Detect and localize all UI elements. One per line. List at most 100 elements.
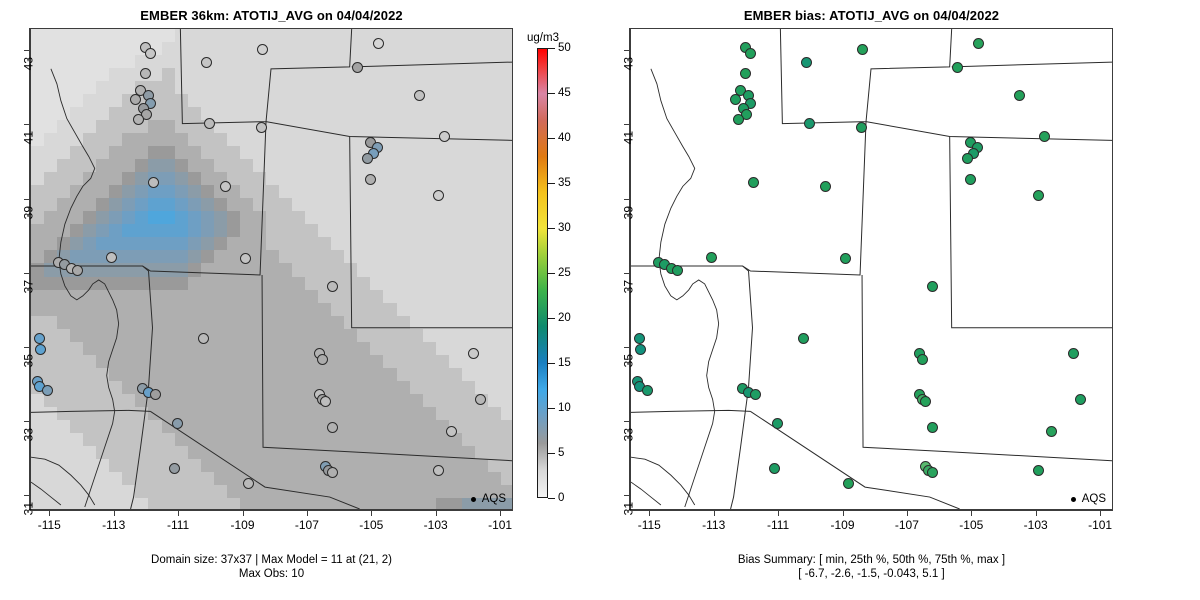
raster-cell bbox=[161, 406, 176, 421]
raster-cell bbox=[70, 328, 84, 343]
raster-cell bbox=[70, 367, 84, 382]
raster-cell bbox=[383, 250, 398, 265]
raster-cell bbox=[57, 315, 71, 330]
raster-cell bbox=[161, 276, 176, 291]
raster-cell bbox=[448, 94, 463, 108]
raster-cell bbox=[187, 159, 202, 173]
aqs-site-marker bbox=[239, 253, 251, 265]
raster-cell bbox=[265, 380, 280, 395]
y-tick bbox=[624, 346, 630, 348]
raster-cell bbox=[31, 146, 45, 160]
raster-cell bbox=[292, 224, 306, 239]
raster-cell bbox=[279, 107, 293, 121]
raster-cell bbox=[435, 289, 450, 304]
raster-cell bbox=[357, 237, 371, 252]
raster-cell bbox=[83, 289, 97, 304]
raster-cell bbox=[239, 315, 254, 330]
raster-cell bbox=[344, 81, 358, 95]
raster-cell bbox=[265, 68, 280, 82]
raster-cell bbox=[461, 289, 476, 304]
raster-cell bbox=[31, 29, 45, 43]
raster-cell bbox=[305, 211, 319, 225]
map-plot-model[interactable]: AQS bbox=[30, 28, 513, 510]
raster-cell bbox=[96, 341, 110, 356]
raster-cell bbox=[292, 419, 306, 434]
raster-cell bbox=[57, 419, 71, 434]
raster-cell bbox=[448, 29, 463, 43]
raster-cell bbox=[96, 263, 110, 278]
raster-cell bbox=[122, 367, 137, 382]
raster-cell bbox=[239, 393, 254, 408]
raster-cell bbox=[265, 367, 280, 382]
raster-cell bbox=[187, 380, 202, 395]
raster-cell bbox=[461, 250, 476, 265]
raster-cell bbox=[109, 211, 123, 225]
raster-cell bbox=[383, 315, 398, 330]
colorbar-tick bbox=[548, 183, 555, 184]
raster-cell bbox=[44, 393, 58, 408]
raster-cell bbox=[383, 354, 398, 369]
raster-cell bbox=[370, 289, 385, 304]
raster-cell bbox=[70, 406, 84, 421]
raster-cell bbox=[409, 289, 424, 304]
raster-cell bbox=[109, 159, 123, 173]
aqs-site-marker bbox=[1013, 90, 1025, 102]
raster-cell bbox=[239, 263, 254, 278]
raster-cell bbox=[357, 393, 371, 408]
map-plot-bias[interactable]: AQS bbox=[630, 28, 1113, 510]
raster-cell bbox=[265, 224, 280, 239]
raster-cell bbox=[109, 276, 123, 291]
raster-cell bbox=[148, 107, 163, 121]
raster-cell bbox=[331, 237, 345, 252]
y-tick bbox=[624, 50, 630, 52]
raster-cell bbox=[292, 250, 306, 265]
raster-cell bbox=[200, 133, 215, 147]
x-tick bbox=[778, 510, 780, 516]
raster-cell bbox=[383, 328, 398, 343]
raster-cell bbox=[70, 211, 84, 225]
raster-cell bbox=[461, 224, 476, 239]
raster-cell bbox=[122, 81, 137, 95]
raster-cell bbox=[396, 68, 411, 82]
legend-label-aqs: AQS bbox=[481, 493, 506, 505]
raster-cell bbox=[109, 315, 123, 330]
raster-cell bbox=[422, 68, 437, 82]
raster-cell bbox=[461, 185, 476, 199]
raster-cell bbox=[383, 211, 398, 225]
raster-cell bbox=[226, 211, 241, 225]
raster-cell bbox=[279, 42, 293, 56]
raster-cell bbox=[318, 133, 332, 147]
raster-cell bbox=[318, 42, 332, 56]
raster-cell bbox=[357, 107, 371, 121]
raster-cell bbox=[57, 146, 71, 160]
raster-cell bbox=[279, 341, 293, 356]
raster-cell bbox=[239, 354, 254, 369]
raster-cell bbox=[161, 185, 176, 199]
raster-cell bbox=[70, 107, 84, 121]
raster-cell bbox=[83, 302, 97, 317]
raster-cell bbox=[279, 81, 293, 95]
raster-cell bbox=[487, 159, 502, 173]
raster-cell bbox=[305, 354, 319, 369]
raster-cell bbox=[487, 250, 502, 265]
raster-cell bbox=[435, 328, 450, 343]
raster-cell bbox=[292, 315, 306, 330]
raster-cell bbox=[383, 276, 398, 291]
raster-cell bbox=[305, 224, 319, 239]
raster-cell bbox=[396, 120, 411, 134]
aqs-site-marker bbox=[139, 68, 151, 79]
raster-cell bbox=[213, 120, 228, 134]
raster-cell bbox=[44, 289, 58, 304]
aqs-site-marker bbox=[255, 121, 267, 133]
raster-cell bbox=[435, 29, 450, 43]
raster-cell bbox=[500, 315, 512, 330]
raster-cell bbox=[409, 263, 424, 278]
raster-cell bbox=[226, 29, 241, 43]
aqs-site-marker bbox=[633, 333, 645, 345]
raster-cell bbox=[409, 367, 424, 382]
raster-cell bbox=[448, 354, 463, 369]
raster-cell bbox=[44, 159, 58, 173]
raster-cell bbox=[226, 42, 241, 56]
raster-cell bbox=[461, 406, 476, 421]
raster-cell bbox=[174, 276, 189, 291]
